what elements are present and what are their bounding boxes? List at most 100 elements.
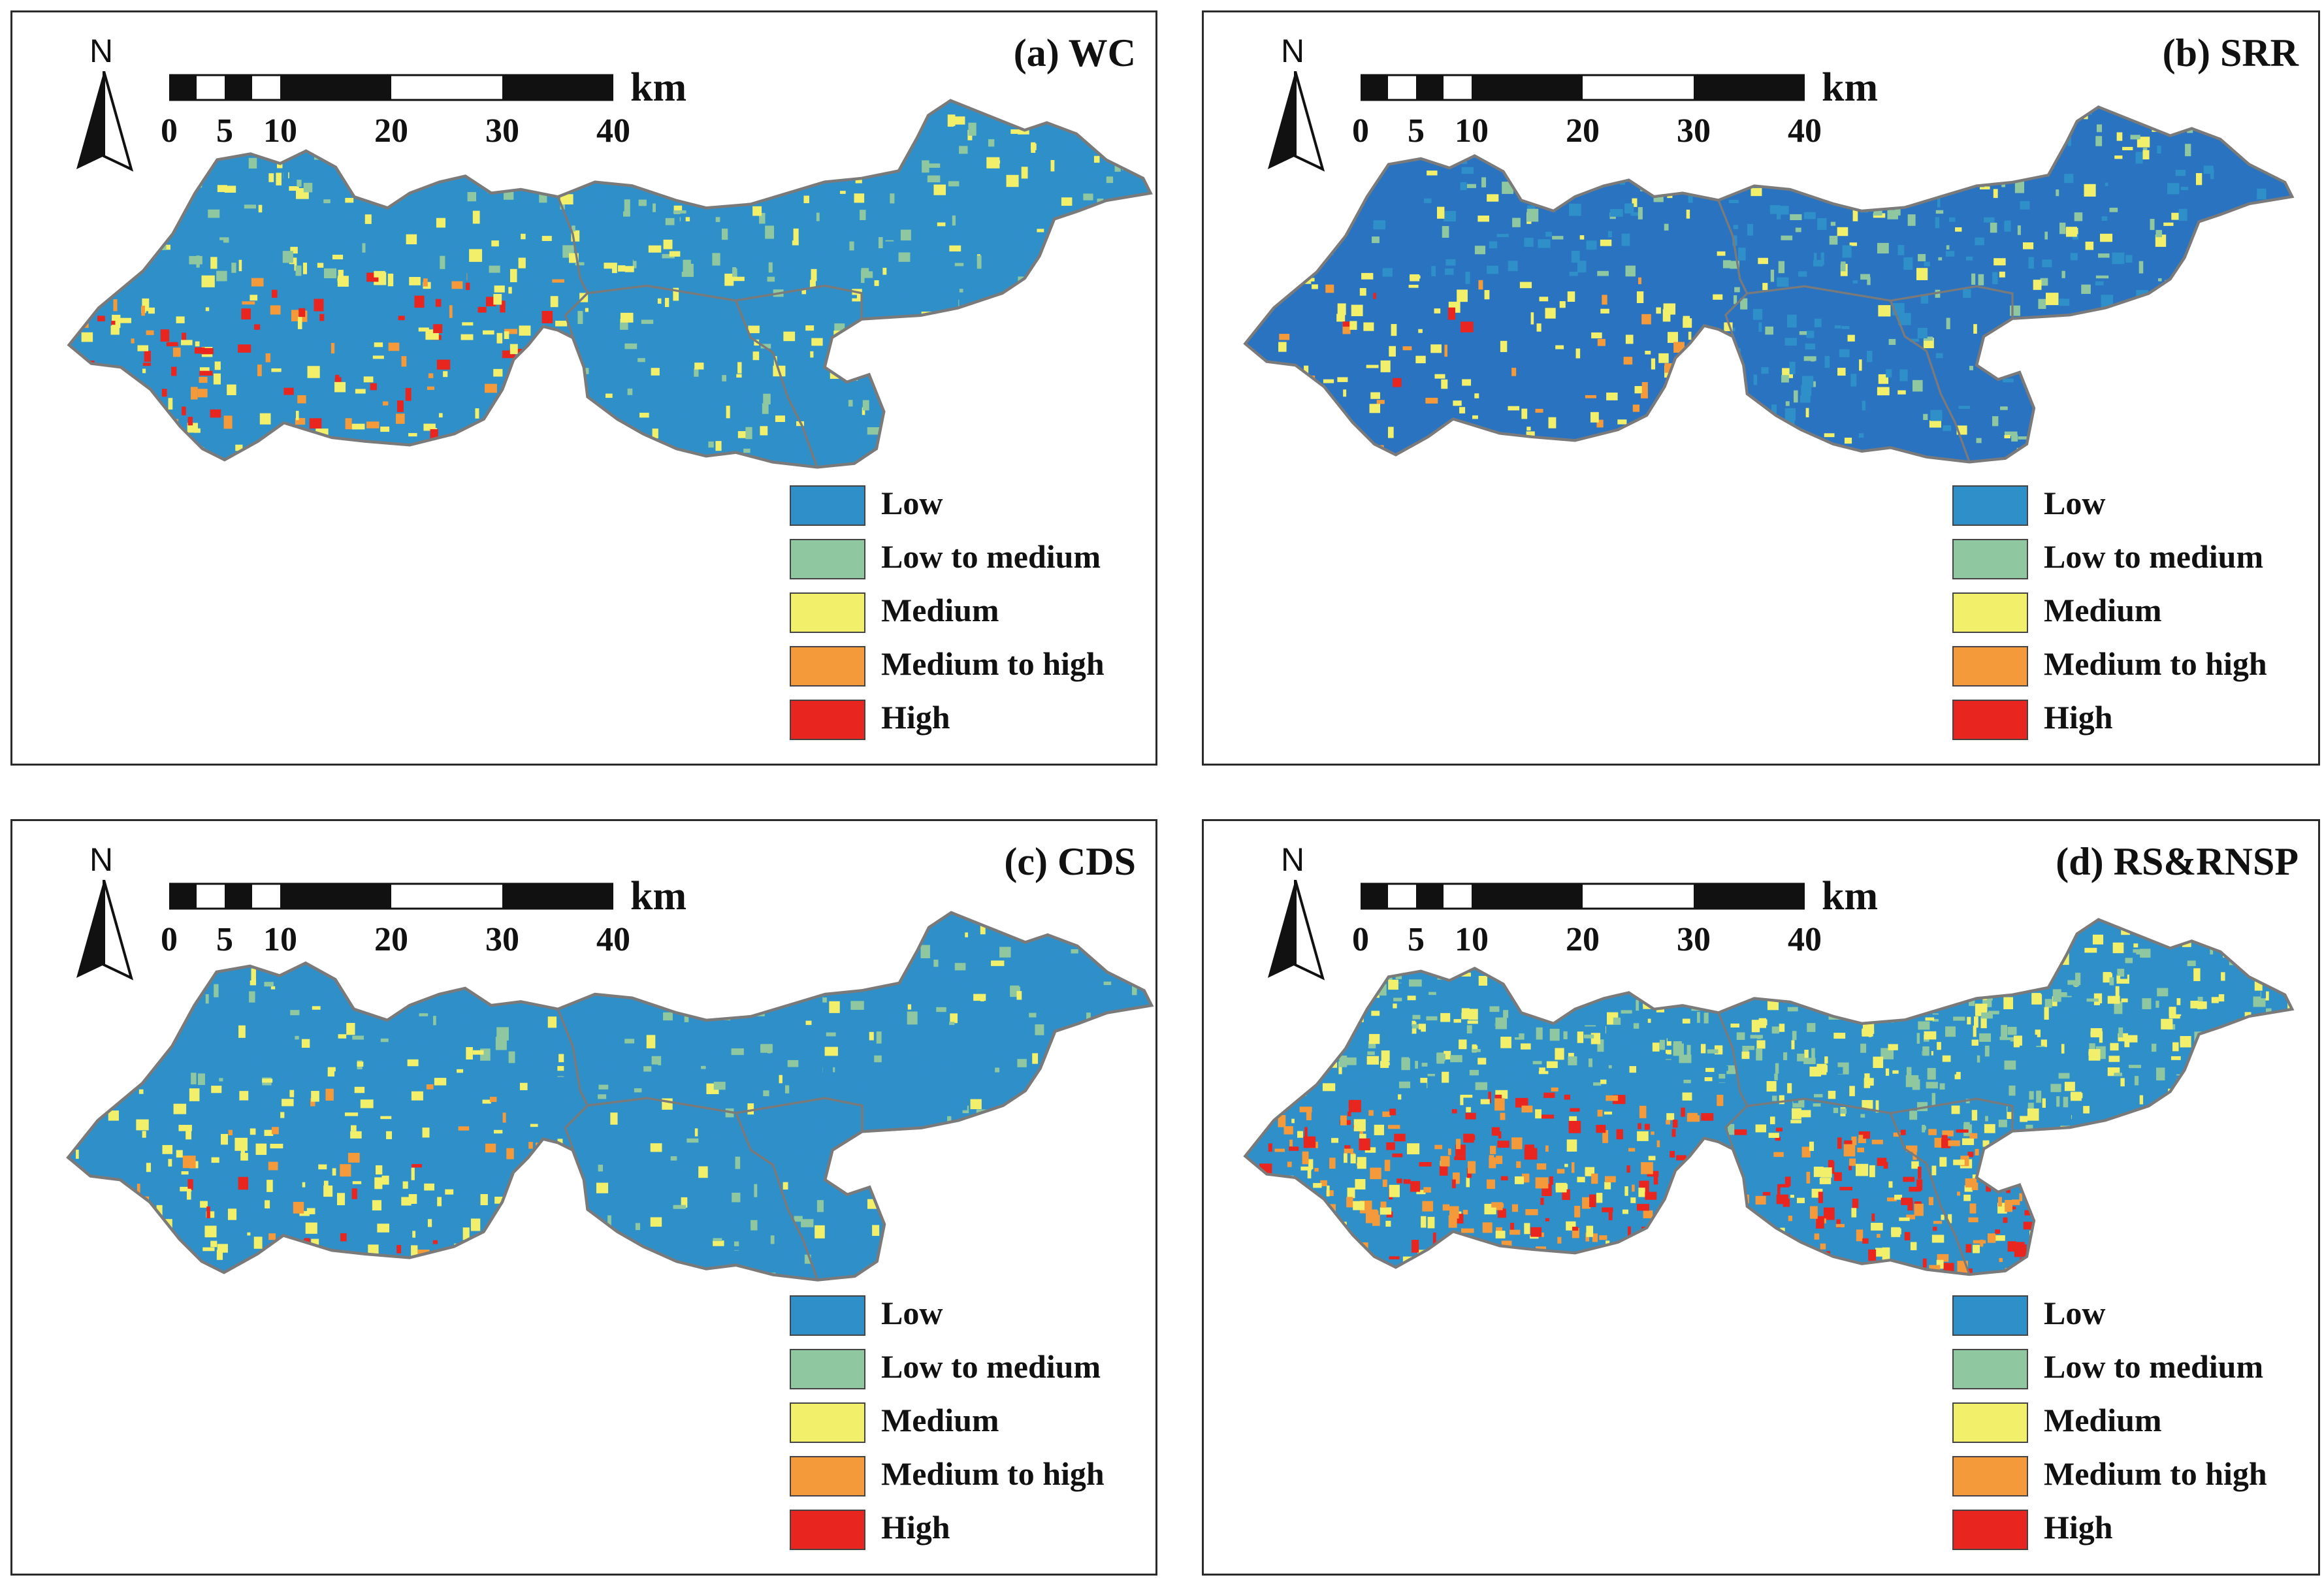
value-speckle: [680, 212, 686, 222]
value-speckle: [1569, 1116, 1577, 1124]
value-speckle: [1879, 154, 1884, 161]
value-speckle: [1718, 1222, 1730, 1235]
value-speckle: [555, 321, 568, 327]
value-speckle: [1017, 1059, 1027, 1067]
value-speckle: [97, 316, 105, 321]
value-speckle: [621, 452, 626, 460]
value-speckle: [181, 1171, 189, 1175]
value-speckle: [276, 172, 282, 186]
value-speckle: [449, 305, 453, 318]
value-speckle: [1487, 1248, 1493, 1257]
value-speckle: [482, 186, 488, 199]
value-speckle: [2074, 1269, 2079, 1275]
value-speckle: [216, 194, 225, 202]
value-speckle: [1309, 236, 1319, 245]
value-speckle: [2114, 1073, 2123, 1076]
legend-label: Low to medium: [881, 1348, 1101, 1385]
value-speckle: [2151, 1043, 2157, 1052]
value-speckle: [1837, 1067, 1843, 1075]
value-speckle: [598, 1094, 607, 1099]
value-speckle: [1626, 1165, 1630, 1173]
value-speckle: [2268, 1121, 2275, 1127]
value-speckle: [1534, 1052, 1544, 1056]
value-speckle: [1338, 994, 1347, 1002]
value-speckle: [1638, 207, 1643, 219]
value-speckle: [2067, 980, 2080, 986]
value-speckle: [167, 182, 179, 193]
value-speckle: [148, 165, 161, 172]
value-speckle: [2243, 1095, 2251, 1107]
legend-item: Medium: [790, 1397, 1142, 1451]
value-speckle: [2080, 1056, 2089, 1062]
value-speckle: [1705, 1146, 1711, 1159]
value-speckle: [84, 449, 98, 455]
value-speckle: [2255, 1192, 2259, 1205]
value-speckle: [1719, 994, 1729, 999]
value-speckle: [346, 1022, 355, 1035]
value-speckle: [2208, 1104, 2220, 1115]
value-speckle: [1833, 187, 1846, 194]
value-speckle: [1364, 1147, 1376, 1153]
value-speckle: [1569, 271, 1578, 276]
value-speckle: [732, 1192, 741, 1203]
value-speckle: [735, 1156, 741, 1169]
value-speckle: [572, 988, 578, 994]
value-speckle: [1088, 1135, 1100, 1148]
value-speckle: [2269, 1188, 2281, 1199]
value-speckle: [589, 267, 595, 280]
value-speckle: [1359, 1133, 1366, 1141]
value-speckle: [268, 1161, 278, 1171]
value-speckle: [2223, 385, 2231, 395]
value-speckle: [795, 212, 805, 217]
value-speckle: [1083, 1191, 1097, 1198]
value-speckle: [1493, 1043, 1499, 1052]
value-speckle: [2101, 1131, 2105, 1144]
value-speckle: [1291, 1258, 1302, 1266]
value-speckle: [621, 453, 627, 457]
value-speckle: [1395, 979, 1406, 983]
value-speckle: [1520, 1260, 1532, 1271]
value-speckle: [2267, 920, 2278, 929]
value-speckle: [1656, 1140, 1660, 1148]
value-speckle: [933, 1109, 939, 1118]
value-speckle: [1467, 1161, 1476, 1174]
value-speckle: [304, 1079, 312, 1084]
value-speckle: [2270, 121, 2277, 131]
value-speckle: [1806, 331, 1815, 338]
value-speckle: [272, 289, 278, 298]
value-speckle: [210, 257, 218, 269]
value-speckle: [409, 277, 421, 285]
value-speckle: [1916, 268, 1928, 280]
value-speckle: [1447, 307, 1456, 320]
value-speckle: [1965, 256, 1973, 261]
value-speckle: [1718, 382, 1725, 387]
legend-swatch: [790, 646, 865, 687]
legend-item: Medium: [1952, 1397, 2305, 1451]
value-speckle: [806, 1237, 816, 1242]
value-speckle: [1789, 361, 1796, 374]
value-speckle: [1623, 357, 1633, 365]
value-speckle: [142, 1131, 146, 1138]
value-speckle: [1440, 459, 1445, 462]
value-speckle: [1922, 982, 1926, 988]
value-speckle: [2129, 1197, 2142, 1206]
value-speckle: [1781, 235, 1793, 240]
value-speckle: [485, 383, 497, 393]
value-speckle: [305, 1222, 317, 1234]
value-speckle: [817, 1048, 821, 1061]
value-speckle: [1295, 1001, 1306, 1012]
value-speckle: [1451, 1179, 1456, 1189]
value-speckle: [681, 272, 694, 277]
value-speckle: [737, 362, 742, 374]
value-speckle: [491, 1229, 504, 1235]
value-speckle: [1303, 1136, 1316, 1148]
value-speckle: [344, 1112, 359, 1116]
value-speckle: [1647, 1238, 1656, 1247]
value-speckle: [142, 368, 146, 374]
value-speckle: [1548, 417, 1557, 429]
value-speckle: [862, 1175, 872, 1188]
value-speckle: [632, 259, 637, 268]
value-speckle: [2118, 1027, 2123, 1038]
value-speckle: [518, 1248, 523, 1262]
value-speckle: [419, 1077, 430, 1082]
